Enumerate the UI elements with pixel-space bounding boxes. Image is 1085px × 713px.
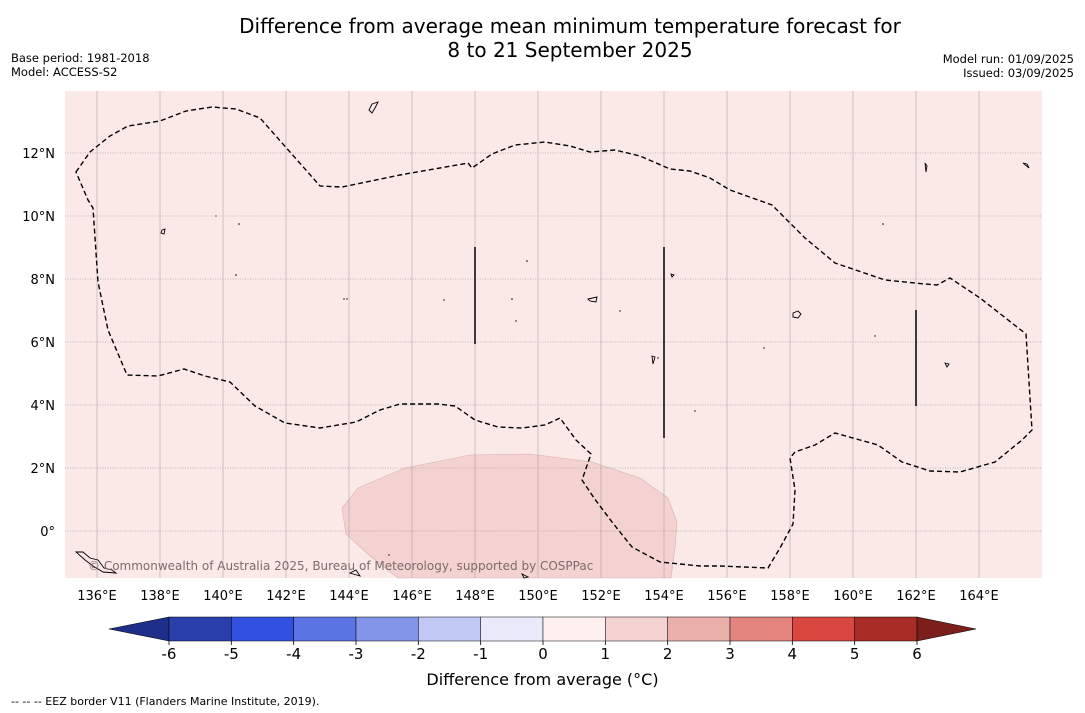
colorbar-tick-label: -1 bbox=[473, 645, 488, 663]
longitude-label: 162°E bbox=[896, 589, 936, 604]
latitude-label: 4°N bbox=[31, 399, 56, 414]
latitude-label: 10°N bbox=[22, 210, 55, 225]
longitude-label: 152°E bbox=[581, 589, 621, 604]
colorbar-segment bbox=[605, 616, 668, 642]
colorbar-segment bbox=[168, 616, 232, 642]
model-name: Model: ACCESS-S2 bbox=[11, 65, 118, 79]
run-info: Model run: 01/09/2025 Issued: 03/09/2025 bbox=[943, 52, 1074, 80]
colorbar-tick-label: 4 bbox=[788, 645, 798, 663]
colorbar-segment bbox=[231, 616, 294, 642]
latitude-label: 0° bbox=[40, 525, 55, 540]
longitude-label: 154°E bbox=[644, 589, 684, 604]
colorbar-tick-label: -3 bbox=[349, 645, 364, 663]
island-chuuk bbox=[587, 296, 598, 303]
longitude-label: 164°E bbox=[959, 589, 999, 604]
base-period: Base period: 1981-2018 bbox=[11, 51, 150, 65]
island-new-guinea-coast bbox=[74, 551, 118, 574]
anomaly-patch bbox=[341, 453, 678, 579]
colorbar-tick-label: -2 bbox=[411, 645, 426, 663]
longitude-label: 138°E bbox=[140, 589, 180, 604]
longitude-label: 158°E bbox=[770, 589, 810, 604]
colorbar-under-extension bbox=[108, 616, 170, 642]
graticule bbox=[65, 91, 1042, 578]
islands bbox=[74, 101, 1030, 579]
longitude-label: 142°E bbox=[266, 589, 306, 604]
colorbar-segment bbox=[355, 616, 419, 642]
map-title: Difference from average mean minimum tem… bbox=[0, 14, 1085, 62]
colorbar-tick-label: 6 bbox=[912, 645, 922, 663]
colorbar-tick-label: 3 bbox=[725, 645, 735, 663]
longitude-labels: 136°E 138°E 140°E 142°E 144°E 146°E 148°E 150°E… bbox=[77, 589, 999, 604]
colorbar-segment bbox=[854, 616, 918, 642]
island-marshall-b bbox=[1022, 162, 1030, 169]
colorbar-segment bbox=[792, 616, 855, 642]
copyright-notice: © Commonwealth of Australia 2025, Bureau… bbox=[88, 559, 593, 573]
colorbar-segment bbox=[418, 616, 481, 642]
island-kosrae bbox=[944, 362, 950, 368]
island-guam bbox=[368, 101, 379, 114]
colorbar-segment bbox=[542, 616, 606, 642]
longitude-label: 160°E bbox=[833, 589, 873, 604]
island-atoll-b bbox=[651, 355, 656, 365]
longitude-label: 150°E bbox=[518, 589, 558, 604]
title-line-1: Difference from average mean minimum tem… bbox=[239, 14, 901, 38]
eez-border bbox=[75, 106, 1033, 569]
latitude-labels: 12°N 10°N 8°N 6°N 4°N 2°N 0° bbox=[22, 147, 55, 540]
longitude-label: 156°E bbox=[707, 589, 747, 604]
colorbar-tick-label: -4 bbox=[286, 645, 301, 663]
island-manus bbox=[348, 569, 362, 577]
longitude-label: 148°E bbox=[455, 589, 495, 604]
latitude-label: 8°N bbox=[31, 273, 56, 288]
colorbar-tick-label: 5 bbox=[850, 645, 860, 663]
eez-legend-footnote: -- -- -- EEZ border V11 (Flanders Marine… bbox=[11, 695, 320, 708]
longitude-label: 146°E bbox=[392, 589, 432, 604]
colorbar-over-extension bbox=[916, 616, 977, 642]
longitude-label: 136°E bbox=[77, 589, 117, 604]
base-info: Base period: 1981-2018 Model: ACCESS-S2 bbox=[11, 51, 150, 79]
colorbar-tick-label: -6 bbox=[162, 645, 177, 663]
island-marshall-a bbox=[924, 162, 928, 173]
longitude-label: 140°E bbox=[203, 589, 243, 604]
latitude-label: 6°N bbox=[31, 336, 56, 351]
island-new-ireland bbox=[520, 572, 530, 579]
island-yap bbox=[160, 228, 166, 235]
model-run-date: Model run: 01/09/2025 bbox=[942, 52, 1074, 66]
colorbar-tick-label: 2 bbox=[663, 645, 673, 663]
colorbar-segment bbox=[729, 616, 793, 642]
colorbar-label: Difference from average (°C) bbox=[426, 670, 659, 689]
island-atoll-a bbox=[670, 273, 675, 278]
colorbar-tick-label: -5 bbox=[224, 645, 239, 663]
longitude-label: 144°E bbox=[329, 589, 369, 604]
latitude-label: 2°N bbox=[31, 462, 56, 477]
colorbar-segment bbox=[480, 616, 544, 642]
island-pohnpei bbox=[792, 310, 802, 319]
colorbar-segment bbox=[293, 616, 357, 642]
title-line-2: 8 to 21 September 2025 bbox=[447, 38, 693, 62]
islets bbox=[215, 215, 884, 556]
colorbar-segment bbox=[667, 616, 731, 642]
latitude-label: 12°N bbox=[22, 147, 55, 162]
issued-date: Issued: 03/09/2025 bbox=[963, 66, 1074, 80]
colorbar-tick-label: 0 bbox=[538, 645, 548, 663]
colorbar: -6 -5 -4 -3 -2 -1 0 1 2 3 4 5 6 bbox=[108, 616, 977, 663]
colorbar-tick-label: 1 bbox=[601, 645, 611, 663]
